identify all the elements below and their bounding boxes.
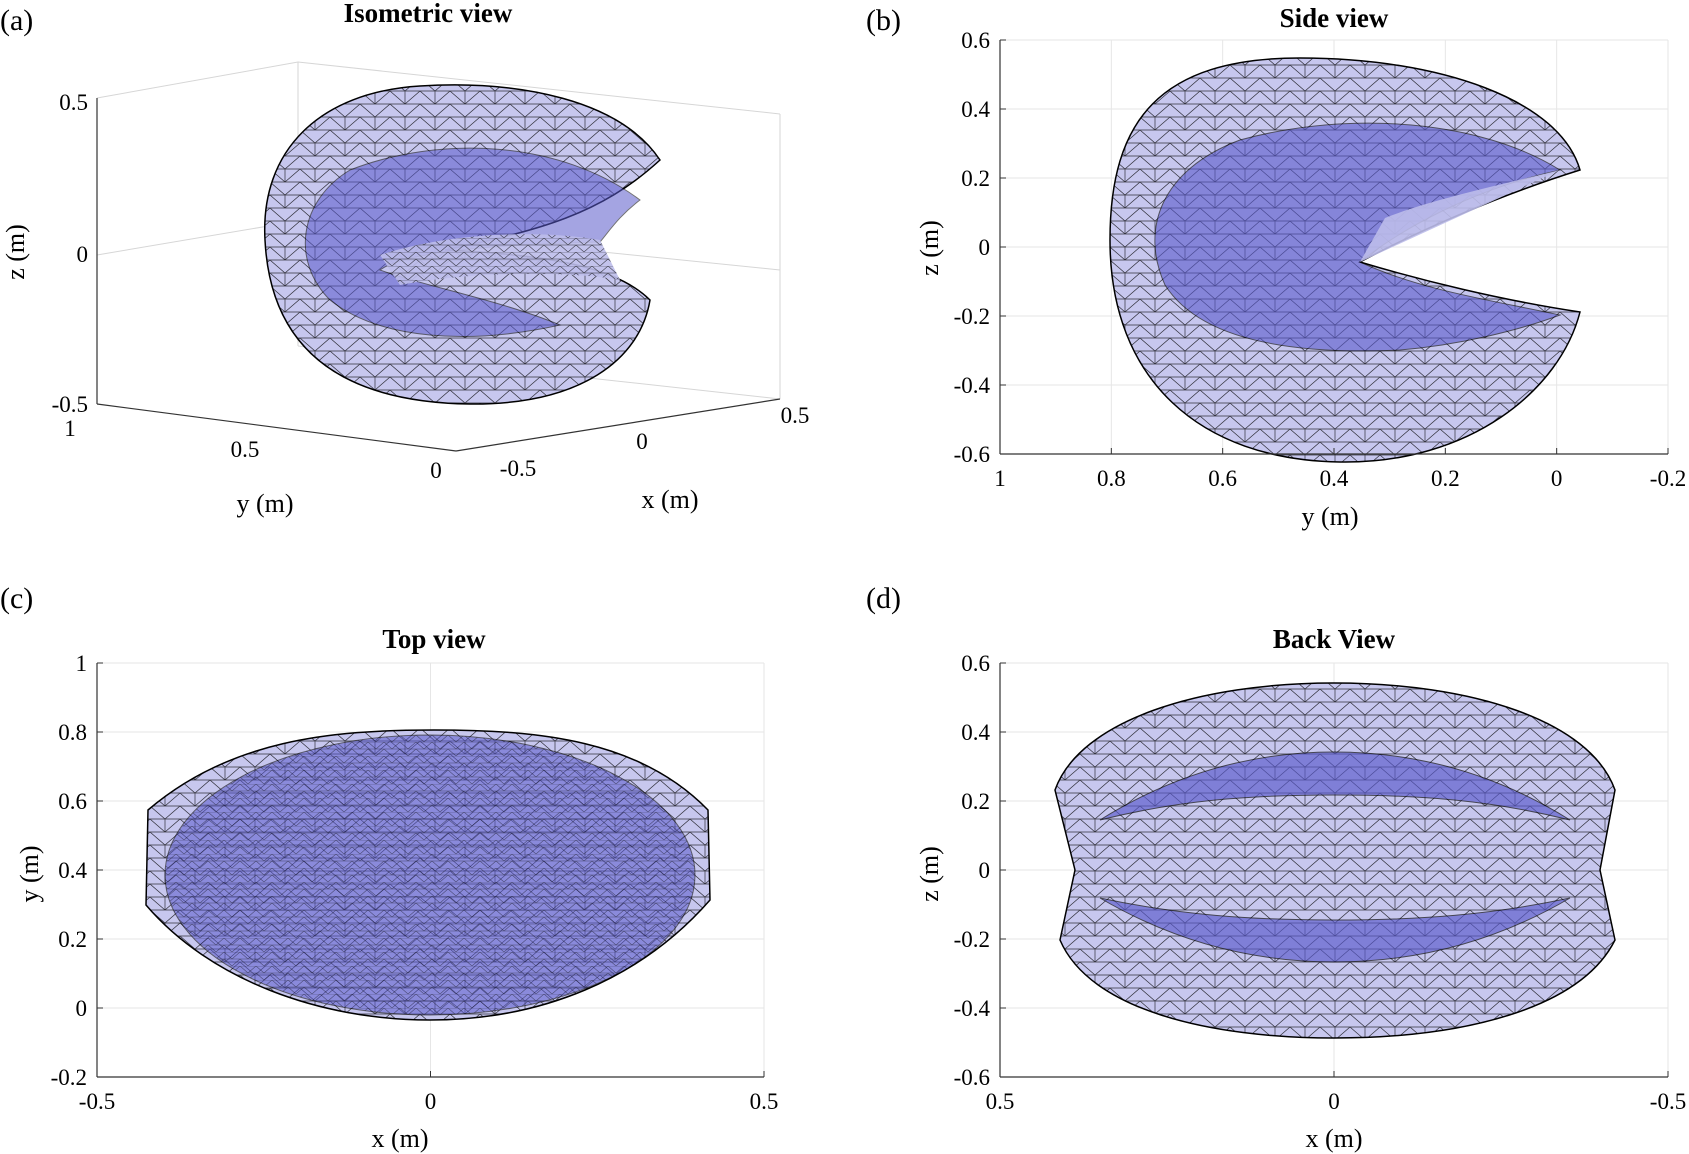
- panel-title-b: Side view: [1280, 3, 1389, 33]
- tick-b-y-3: 0: [979, 235, 991, 260]
- panel-title-a: Isometric view: [344, 0, 513, 28]
- tick-b-y-5: -0.4: [954, 373, 991, 398]
- panel-label-a: (a): [0, 4, 33, 37]
- panel-label-c: (c): [0, 582, 33, 615]
- tick-d-y-5: -0.4: [954, 996, 991, 1021]
- tick-c-y-1: 0.8: [58, 720, 87, 745]
- tick-d-y-6: -0.6: [954, 1065, 990, 1090]
- mesh-shape-c: [145, 729, 711, 1021]
- panel-label-d: (d): [866, 582, 901, 615]
- tick-c-y-0: 1: [76, 651, 88, 676]
- tick-a-x-0: -0.5: [500, 456, 536, 481]
- tick-a-y-1: 0.5: [231, 437, 260, 462]
- mesh-shape-b: [1109, 57, 1581, 463]
- axis-label-b-y: z (m): [915, 220, 944, 276]
- panel-title-c: Top view: [382, 624, 486, 654]
- axis-label-c-x: x (m): [371, 1124, 428, 1153]
- tick-a-z-0: 0.5: [59, 90, 88, 115]
- tick-a-y-2: 0: [430, 458, 442, 483]
- axis-label-b-x: y (m): [1301, 502, 1358, 531]
- tick-c-x-2: 0.5: [750, 1089, 779, 1114]
- axis-label-d-x: x (m): [1305, 1124, 1362, 1153]
- tick-b-y-1: 0.4: [961, 97, 990, 122]
- tick-d-y-4: -0.2: [954, 927, 990, 952]
- panel-title-d: Back View: [1273, 624, 1396, 654]
- tick-b-x-0: 1: [994, 466, 1006, 491]
- tick-b-x-5: 0: [1551, 466, 1563, 491]
- tick-c-y-4: 0.2: [58, 927, 87, 952]
- tick-b-y-6: -0.6: [954, 442, 990, 467]
- tick-b-y-2: 0.2: [961, 166, 990, 191]
- tick-c-y-6: -0.2: [51, 1065, 87, 1090]
- axes-lines-a: [96, 98, 781, 452]
- axis-label-a-z: z (m): [1, 224, 30, 280]
- tick-b-y-4: -0.2: [954, 304, 990, 329]
- tick-c-x-0: -0.5: [79, 1089, 115, 1114]
- tick-d-y-2: 0.2: [961, 789, 990, 814]
- tick-c-y-5: 0: [76, 996, 88, 1021]
- tick-b-x-3: 0.4: [1320, 466, 1349, 491]
- tick-b-y-0: 0.6: [961, 28, 990, 53]
- panel-d: (d) Back View 0.5 0 -0.5 0.6 0.4 0.2 0 -0.2 -0.4…: [866, 582, 1686, 1153]
- tick-b-x-6: -0.2: [1650, 466, 1686, 491]
- panel-c: (c) Top view -0.5 0 0.510.80.60.40.20-0.2 …: [0, 582, 778, 1153]
- tick-d-x-2: -0.5: [1650, 1089, 1686, 1114]
- panel-a: (a) Isometric view 0.5 0 -0.5 z (m): [0, 0, 809, 518]
- tick-c-x-1: 0: [425, 1089, 437, 1114]
- tick-d-y-3: 0: [979, 858, 991, 883]
- tick-b-x-1: 0.8: [1097, 466, 1126, 491]
- tick-d-y-0: 0.6: [961, 651, 990, 676]
- tick-a-y-0: 1: [64, 416, 76, 441]
- tick-a-x-2: 0.5: [781, 403, 810, 428]
- tick-d-x-1: 0: [1328, 1089, 1340, 1114]
- axis-label-a-x: x (m): [641, 485, 698, 514]
- tick-b-x-2: 0.6: [1208, 466, 1237, 491]
- tick-d-x-0: 0.5: [986, 1089, 1015, 1114]
- tick-c-y-2: 0.6: [58, 789, 87, 814]
- tick-d-y-1: 0.4: [961, 720, 990, 745]
- axes-c: -0.5 0 0.5 1 0.8 0.6 0.4 0.2 0 -0.2: [51, 651, 779, 1114]
- tick-c-y-3: 0.4: [58, 858, 87, 883]
- tick-a-z-2: -0.5: [52, 392, 88, 417]
- axis-label-d-y: z (m): [915, 846, 944, 902]
- axis-label-a-y: y (m): [236, 489, 293, 518]
- mesh-shape-a: [264, 84, 661, 405]
- tick-a-z-1: 0: [77, 242, 89, 267]
- mesh-shape-d: [1054, 682, 1616, 1039]
- tick-a-x-1: 0: [636, 429, 648, 454]
- axes-b: 1 0.8 0.6 0.4 0.2 0 -0.2 0.6 0.4 0.2 0 -0.2 -0.4 -0.6: [954, 28, 1687, 491]
- panel-label-b: (b): [866, 4, 901, 37]
- axis-label-c-y: y (m): [15, 845, 44, 902]
- axes-d: 0.5 0 -0.5 0.6 0.4 0.2 0 -0.2 -0.4 -0.6: [954, 651, 1687, 1114]
- panel-b: (b) Side view 1 0.8 0.6 0.4 0.2 0 -0.2 0.6 0.4 0.…: [866, 3, 1686, 531]
- tick-b-x-4: 0.2: [1431, 466, 1460, 491]
